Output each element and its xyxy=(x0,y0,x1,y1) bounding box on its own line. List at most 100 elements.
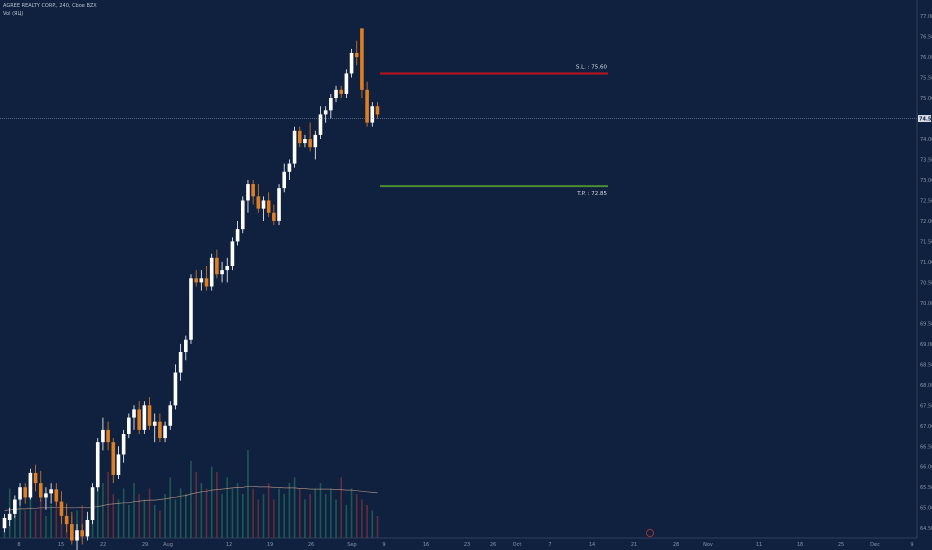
candle-body xyxy=(64,515,69,525)
candle-body xyxy=(54,489,59,502)
y-tick-label: 68.00 xyxy=(920,383,932,389)
volume-bar xyxy=(128,505,130,538)
candle-body xyxy=(168,405,173,426)
candle-body xyxy=(199,278,204,283)
volume-bar xyxy=(247,450,249,538)
volume-bar xyxy=(371,510,374,538)
volume-bar xyxy=(257,499,260,538)
x-tick-label: 29 xyxy=(142,542,148,548)
y-tick-label: 73.50 xyxy=(920,157,932,163)
x-tick-label: 23 xyxy=(464,542,470,548)
volume-bar xyxy=(226,477,229,538)
volume-indicator-label: Vol (ЯЦ) xyxy=(3,11,24,17)
candle-body xyxy=(44,493,48,498)
x-tick-label: 26 xyxy=(308,542,314,548)
volume-bar xyxy=(309,494,311,538)
volume-bar xyxy=(153,505,156,538)
x-tick-label: 16 xyxy=(423,542,429,548)
candle-body xyxy=(152,421,157,426)
y-tick-label: 66.00 xyxy=(920,465,932,471)
volume-bar xyxy=(117,499,120,538)
last-price-tag xyxy=(918,115,931,123)
volume-bar xyxy=(122,488,125,538)
volume-bar xyxy=(314,488,317,538)
x-tick-label: Aug xyxy=(163,542,173,548)
x-tick-label: 11 xyxy=(756,542,762,548)
volume-bar xyxy=(283,494,286,538)
candle-body xyxy=(297,130,302,144)
candle-body xyxy=(127,417,131,434)
x-tick-label: 21 xyxy=(631,542,637,548)
candle-body xyxy=(287,163,292,172)
x-tick-label: Oct xyxy=(513,542,522,548)
volume-bar xyxy=(366,505,368,538)
candle-body xyxy=(184,339,188,353)
candle-body xyxy=(13,499,17,514)
y-tick-label: 69.00 xyxy=(920,342,932,348)
candle-body xyxy=(235,229,240,242)
volume-bar xyxy=(304,499,306,538)
volume-bar xyxy=(330,488,332,538)
candle-body xyxy=(329,98,333,111)
volume-bar xyxy=(55,494,58,538)
volume-bar xyxy=(231,488,234,538)
volume-bar xyxy=(107,472,109,538)
volume-bar xyxy=(81,505,83,538)
x-tick-label: 25 xyxy=(838,542,844,548)
chart-title: AGREE REALTY CORP., 240, Cboe BZX xyxy=(3,3,97,9)
y-tick-label: 66.50 xyxy=(920,444,932,450)
volume-bar xyxy=(24,510,27,538)
candle-body xyxy=(272,212,276,221)
candle-body xyxy=(292,130,297,164)
y-tick-label: 70.50 xyxy=(920,280,932,286)
volume-bar xyxy=(210,466,213,538)
volume-bar xyxy=(174,499,177,538)
volume-bar xyxy=(179,488,182,538)
volume-bar xyxy=(159,510,161,538)
candle-body xyxy=(178,352,183,373)
candle-body xyxy=(116,454,121,475)
candle-body xyxy=(251,184,255,197)
y-tick-label: 72.00 xyxy=(920,219,932,225)
candle-body xyxy=(90,487,95,521)
candle-body xyxy=(28,472,33,498)
candle-body xyxy=(261,200,266,209)
x-tick-label: Nov xyxy=(703,542,713,548)
volume-bar xyxy=(148,488,151,538)
volume-bar xyxy=(138,494,140,538)
y-tick-label: 76.50 xyxy=(920,35,932,41)
candle-body xyxy=(303,139,307,144)
volume-bar xyxy=(355,494,358,538)
y-tick-label: 67.50 xyxy=(920,403,932,409)
y-tick-label: 71.50 xyxy=(920,239,932,245)
candle-body xyxy=(2,517,7,529)
x-tick-label: 19 xyxy=(267,542,273,548)
candle-body xyxy=(204,278,209,287)
volume-bar xyxy=(195,472,197,538)
candle-body xyxy=(147,405,152,426)
candle-body xyxy=(173,372,178,406)
volume-bar xyxy=(293,477,296,538)
volume-bar xyxy=(319,483,322,538)
volume-bar xyxy=(267,483,270,538)
x-tick-label: 9 xyxy=(910,542,913,548)
candle-body xyxy=(334,89,338,99)
volume-bar xyxy=(39,499,42,538)
y-tick-label: 73.00 xyxy=(920,178,932,184)
candle-body xyxy=(95,442,100,488)
volume-bar xyxy=(102,483,104,538)
candle-body xyxy=(142,405,147,430)
y-tick-label: 75.00 xyxy=(920,96,932,102)
volume-bar xyxy=(345,505,348,538)
volume-bar xyxy=(216,472,218,538)
x-tick-label: 8 xyxy=(17,542,20,548)
y-tick-label: 64.50 xyxy=(920,526,932,532)
volume-bar xyxy=(185,494,187,538)
candle-body xyxy=(18,487,22,500)
x-tick-label: 26 xyxy=(490,542,496,548)
candle-body xyxy=(59,501,64,516)
y-tick-label: 72.50 xyxy=(920,198,932,204)
x-tick-label: 15 xyxy=(58,542,64,548)
volume-bar xyxy=(298,488,301,538)
